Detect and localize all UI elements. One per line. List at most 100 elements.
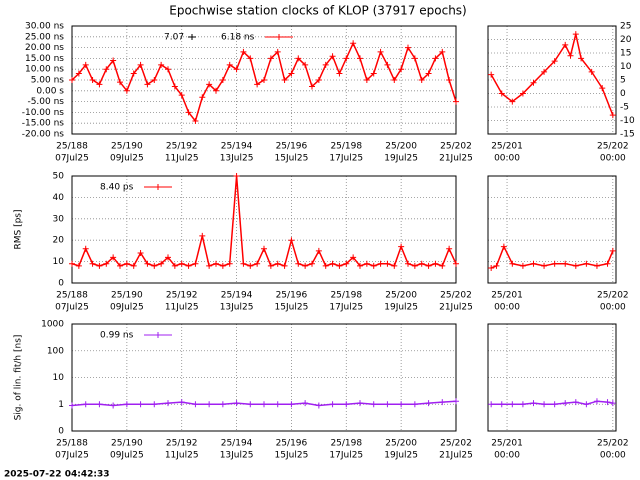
- point-marker: [178, 92, 185, 99]
- point-marker: [233, 400, 240, 407]
- point-marker: [192, 401, 199, 408]
- point-marker: [551, 58, 558, 65]
- point-marker: [572, 262, 579, 269]
- y-tick-label: 20.00 ns: [25, 43, 64, 53]
- point-marker: [144, 81, 151, 88]
- point-marker: [75, 262, 82, 269]
- timestamp: 2025-07-22 04:42:33: [4, 470, 109, 480]
- point-marker: [137, 401, 144, 408]
- chart-title: Epochwise station clocks of KLOP (37917 …: [169, 4, 467, 18]
- x-tick-date: 15Jul25: [275, 303, 309, 313]
- x-tick-label: 25/198: [330, 439, 362, 449]
- point-marker: [398, 401, 405, 408]
- x-tick-label: 25/201: [491, 291, 523, 301]
- point-marker: [350, 254, 357, 261]
- x-tick-label: 25/192: [166, 142, 198, 152]
- point-marker: [446, 245, 453, 252]
- point-marker: [357, 55, 363, 62]
- point-marker: [604, 399, 611, 406]
- point-marker: [288, 70, 295, 77]
- point-marker: [609, 247, 616, 254]
- legend-label: 0.99 ns: [100, 331, 134, 341]
- point-marker: [405, 260, 411, 267]
- point-marker: [315, 77, 322, 83]
- point-marker: [219, 262, 226, 269]
- x-tick-date: 09Jul25: [110, 303, 144, 313]
- point-marker: [96, 262, 103, 269]
- point-marker: [206, 401, 213, 408]
- point-marker: [199, 232, 206, 239]
- point-marker: [384, 401, 391, 408]
- point-marker: [261, 245, 267, 252]
- y-tick-label: 1: [58, 400, 64, 410]
- x-tick-label: 25/201: [491, 439, 523, 449]
- x-tick-label: 25/194: [221, 291, 253, 301]
- point-marker: [519, 401, 526, 408]
- point-marker: [110, 402, 117, 409]
- plot-frame: [71, 175, 457, 284]
- y-tick-label: 25.00 ns: [25, 32, 64, 42]
- y-tick-label: 5.00 ns: [31, 76, 65, 86]
- x-tick-date: 19Jul25: [384, 154, 418, 164]
- point-marker: [288, 237, 295, 244]
- point-marker: [110, 254, 117, 261]
- x-tick-label: 25/200: [385, 291, 417, 301]
- point-marker: [411, 262, 418, 269]
- y-tick-label: -15.00 ns: [22, 119, 65, 129]
- point-marker: [274, 401, 281, 408]
- point-marker: [425, 262, 432, 269]
- x-tick-date: 00:00: [494, 303, 520, 313]
- y-tick-label: -5: [620, 103, 629, 113]
- point-marker: [343, 55, 350, 62]
- point-marker: [137, 61, 144, 68]
- point-marker: [572, 31, 579, 38]
- y-tick-label: 10: [53, 257, 65, 267]
- point-marker: [199, 94, 206, 101]
- plot-frame: [487, 323, 617, 432]
- x-tick-label: 25/202: [597, 439, 629, 449]
- point-marker: [541, 401, 548, 408]
- x-tick-label: 25/201: [491, 142, 523, 152]
- point-marker: [541, 68, 548, 75]
- point-marker: [329, 53, 336, 60]
- x-tick-label: 25/192: [166, 291, 198, 301]
- legend-line: [144, 184, 172, 190]
- point-marker: [439, 262, 446, 269]
- point-marker: [123, 87, 130, 94]
- x-tick-label: 25/200: [385, 142, 417, 152]
- point-marker: [530, 79, 537, 86]
- x-tick-date: 11Jul25: [165, 451, 199, 461]
- point-marker: [336, 262, 343, 269]
- plot-frame: [71, 323, 457, 432]
- point-marker: [261, 77, 267, 83]
- point-marker: [519, 90, 526, 97]
- x-tick-label: 25/202: [597, 142, 629, 152]
- x-tick-date: 21Jul25: [439, 154, 473, 164]
- point-marker: [69, 260, 75, 267]
- point-marker: [123, 401, 130, 408]
- x-tick-label: 25/188: [56, 439, 88, 449]
- point-marker: [158, 61, 165, 68]
- legend-label: 8.40 ps: [100, 183, 134, 193]
- point-marker: [247, 55, 254, 62]
- point-marker: [171, 262, 178, 269]
- point-marker: [562, 400, 569, 407]
- point-marker: [343, 260, 350, 267]
- y-tick-label: 40: [53, 193, 65, 203]
- point-marker: [453, 98, 459, 105]
- point-marker: [240, 48, 247, 55]
- point-marker: [384, 61, 391, 68]
- x-tick-date: 13Jul25: [220, 154, 254, 164]
- x-tick-date: 00:00: [494, 451, 520, 461]
- point-marker: [551, 401, 558, 408]
- point-marker: [130, 70, 137, 77]
- point-marker: [488, 265, 495, 272]
- point-marker: [281, 77, 288, 83]
- x-tick-label: 25/188: [56, 291, 88, 301]
- point-marker: [178, 260, 185, 267]
- point-marker: [69, 402, 75, 409]
- x-tick-label: 25/202: [440, 291, 472, 301]
- point-marker: [171, 83, 178, 90]
- point-marker: [281, 262, 288, 269]
